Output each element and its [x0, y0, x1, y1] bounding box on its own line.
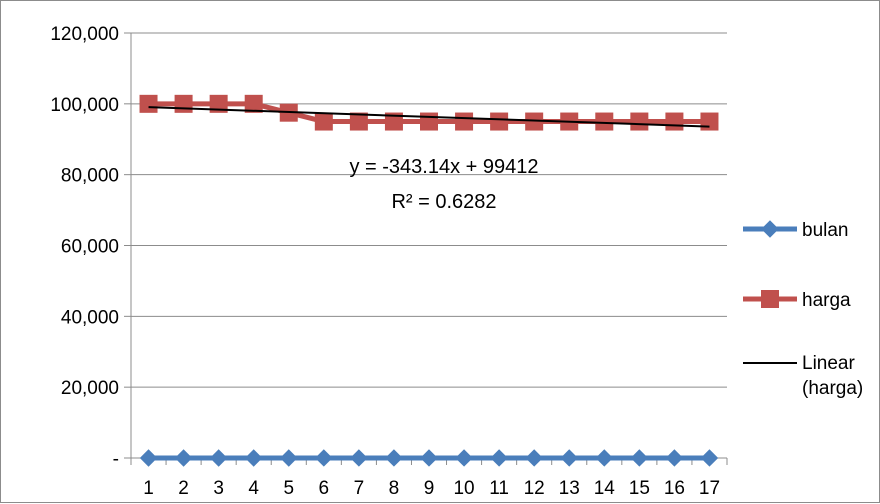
legend-label: Linear [802, 353, 855, 374]
x-tick-label: 1 [143, 478, 154, 499]
y-tick-label: 120,000 [50, 24, 119, 45]
legend-item-bulan: bulan [743, 220, 849, 241]
x-tick-label: 4 [248, 478, 259, 499]
data-point-bulan [176, 450, 192, 466]
x-tick-label: 8 [389, 478, 400, 499]
y-tick-label: 20,000 [61, 378, 119, 399]
data-point-bulan [211, 450, 227, 466]
data-point-bulan [141, 450, 157, 466]
data-point-bulan [456, 450, 472, 466]
data-point-bulan [631, 450, 647, 466]
legend-label: bulan [802, 220, 849, 241]
data-point-harga [456, 113, 473, 130]
x-tick-label: 13 [559, 478, 580, 499]
data-point-bulan [246, 450, 262, 466]
x-tick-label: 5 [283, 478, 294, 499]
data-point-harga [491, 113, 508, 130]
x-tick-label: 11 [489, 478, 509, 499]
x-tick-label: 10 [453, 478, 474, 499]
data-point-bulan [701, 450, 717, 466]
data-point-harga [315, 113, 332, 130]
y-tick-labels: - 20,000 40,000 60,000 80,000 100,000 120,000 [50, 24, 119, 470]
data-point-harga [631, 113, 648, 130]
legend-swatch-marker [762, 291, 779, 308]
x-tick-label: 15 [629, 478, 650, 499]
data-point-bulan [526, 450, 542, 466]
y-tick-label: 40,000 [61, 307, 119, 328]
data-point-harga [666, 113, 683, 130]
data-point-bulan [561, 450, 577, 466]
legend: bulan harga Linear (harga) [743, 220, 863, 399]
trendline-r-squared-text: R² = 0.6282 [391, 191, 496, 213]
x-tick-label: 12 [524, 478, 545, 499]
x-tick-label: 14 [594, 478, 616, 499]
x-tick-label: 7 [354, 478, 365, 499]
legend-label: harga [802, 290, 851, 311]
legend-swatch-marker [762, 221, 778, 237]
y-tick-label: 100,000 [50, 95, 119, 116]
x-tick-label: 6 [319, 478, 330, 499]
data-point-bulan [316, 450, 332, 466]
series-layer [140, 95, 718, 466]
y-tick-label: 60,000 [61, 237, 119, 258]
data-point-bulan [351, 450, 367, 466]
x-tick-label: 17 [699, 478, 720, 499]
legend-item-trendline: Linear (harga) [743, 353, 863, 399]
y-tick-label: 80,000 [61, 166, 119, 187]
legend-item-harga: harga [743, 290, 851, 311]
data-point-bulan [596, 450, 612, 466]
y-tick-label: - [113, 449, 119, 470]
x-tick-label: 16 [664, 478, 685, 499]
data-point-bulan [666, 450, 682, 466]
legend-label: (harga) [802, 378, 863, 399]
data-point-bulan [421, 450, 437, 466]
x-tick-label: 9 [424, 478, 435, 499]
x-tick-label: 2 [178, 478, 189, 499]
data-point-bulan [491, 450, 507, 466]
data-point-bulan [386, 450, 402, 466]
data-point-bulan [281, 450, 297, 466]
trendline-equation-text: y = -343.14x + 99412 [349, 156, 538, 178]
x-tick-label: 3 [213, 478, 224, 499]
data-point-harga [140, 95, 157, 112]
data-point-harga [421, 113, 438, 130]
data-point-harga [596, 113, 613, 130]
trendline-equation: y = -343.14x + 99412 R² = 0.6282 [349, 156, 538, 213]
data-point-harga [701, 113, 718, 130]
data-point-harga [175, 95, 192, 112]
series-bulan [141, 450, 718, 466]
